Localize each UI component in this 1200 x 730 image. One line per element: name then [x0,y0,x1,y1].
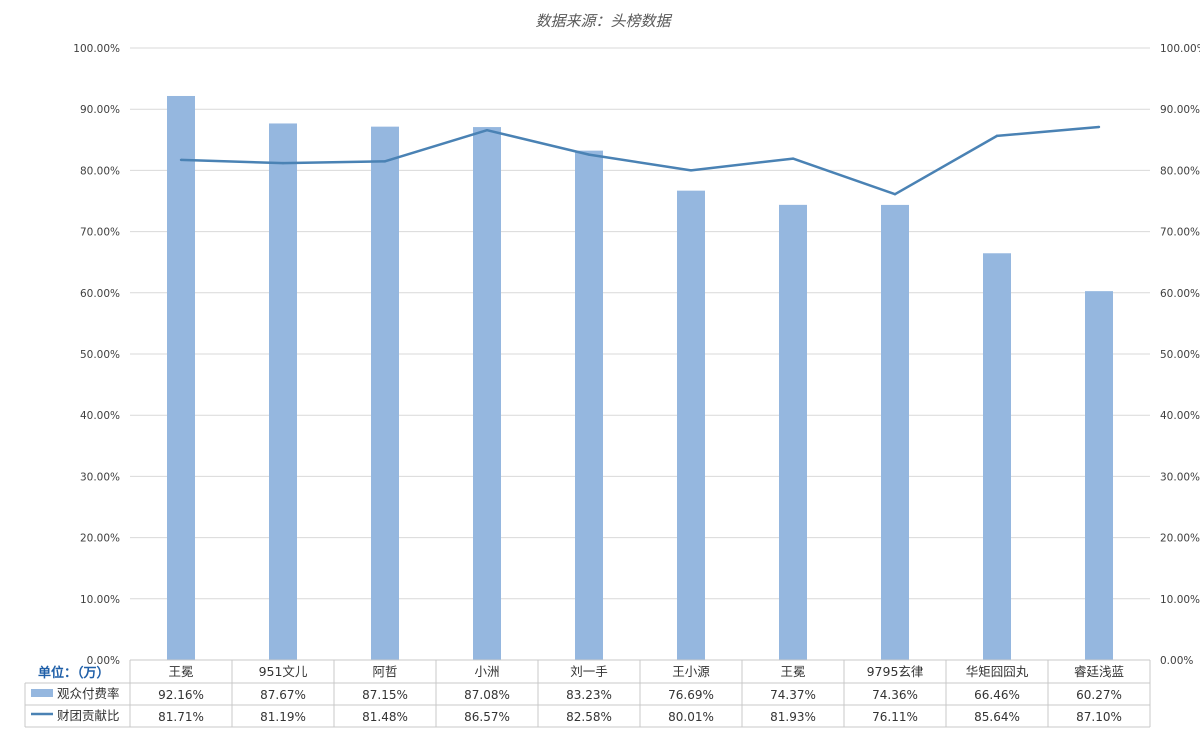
line-point [281,161,285,165]
y-tick-label: 60.00% [80,288,120,300]
data-label: 85.64% [974,710,1020,724]
y2-tick-label: 70.00% [1160,227,1200,239]
y-tick-label: 100.00% [73,43,120,55]
data-label: 60.27% [1076,688,1122,702]
line-point [1097,125,1101,129]
y-tick-label: 50.00% [80,349,120,361]
bar-series [167,95,1113,661]
data-label: 87.10% [1076,710,1122,724]
y2-tick-label: 90.00% [1160,104,1200,116]
x-tick-label: 王小源 [672,664,710,679]
data-label: 87.67% [260,688,306,702]
data-label: 74.37% [770,688,816,702]
x-tick-label: 王冕 [780,664,805,679]
legend-key-bar [31,689,53,697]
data-label: 81.48% [362,710,408,724]
gridlines [130,47,1150,661]
bar [575,150,603,661]
bar [371,126,399,661]
y-tick-label: 90.00% [80,104,120,116]
chart-title: 数据来源：头榜数据 [535,12,672,30]
data-label: 76.11% [872,710,918,724]
x-tick-label: 华矩囧囧丸 [966,664,1029,679]
left-axis: 0.00% 10.00% 20.00% 30.00% 40.00% 50.00% 60.00… [73,43,120,667]
bar [677,190,705,660]
data-label: 74.36% [872,688,918,702]
y2-tick-label: 20.00% [1160,533,1200,545]
y-tick-label: 10.00% [80,594,120,606]
line-point [179,158,183,162]
y2-tick-label: 50.00% [1160,349,1200,361]
data-label: 82.58% [566,710,612,724]
data-label: 87.15% [362,688,408,702]
data-label: 76.69% [668,688,714,702]
unit-label: 单位：（万） [38,665,110,681]
series-line [180,125,1100,196]
data-label: 81.71% [158,710,204,724]
line-point [995,134,999,138]
line-point [791,157,795,160]
bar [167,95,195,661]
data-label: 80.01% [668,710,714,724]
line-point [383,160,387,163]
y2-tick-label: 10.00% [1160,594,1200,606]
x-tick-label: 王冕 [168,664,193,679]
y2-tick-label: 60.00% [1160,288,1200,300]
y-tick-label: 30.00% [80,471,120,483]
legend-label: 财团贡献比 [57,708,120,723]
x-tick-label: 小洲 [474,664,499,679]
data-label: 66.46% [974,688,1020,702]
line-point [587,153,591,156]
x-tick-label: 阿哲 [372,664,397,679]
y-tick-label: 40.00% [80,410,120,422]
data-label: 83.23% [566,688,612,702]
right-axis: 0.00% 10.00% 20.00% 30.00% 40.00% 50.00% 60.00… [1160,43,1200,667]
line-point [893,193,897,196]
data-table: 王冕 951文儿 阿哲 小洲 刘一手 王小源 王冕 9795玄律 华矩囧囧丸 睿廷浅蓝 92.16%… [24,659,1151,728]
bar [1085,291,1113,660]
data-label: 81.19% [260,710,306,724]
data-label: 81.93% [770,710,816,724]
line-point [689,169,693,172]
x-tick-label: 951文儿 [259,664,308,679]
y2-tick-label: 100.00% [1160,43,1200,55]
y-tick-label: 80.00% [80,165,120,177]
y-tick-label: 20.00% [80,533,120,545]
y2-tick-label: 0.00% [1160,655,1193,667]
x-tick-label: 9795玄律 [867,664,924,679]
bar [269,123,297,661]
bar [881,204,909,660]
data-label: 86.57% [464,710,510,724]
line-series [179,125,1101,196]
data-label: 92.16% [158,688,204,702]
y2-tick-label: 80.00% [1160,165,1200,177]
legend-label: 观众付费率 [57,686,120,701]
line-point [485,128,489,132]
y2-tick-label: 40.00% [1160,410,1200,422]
bar [473,127,501,661]
y2-tick-label: 30.00% [1160,471,1200,483]
y-tick-label: 0.00% [87,655,120,667]
y-tick-label: 70.00% [80,227,120,239]
bar [779,204,807,661]
x-tick-label: 刘一手 [570,664,608,679]
x-tick-label: 睿廷浅蓝 [1074,664,1124,679]
bar [983,253,1011,660]
data-label: 87.08% [464,688,510,702]
